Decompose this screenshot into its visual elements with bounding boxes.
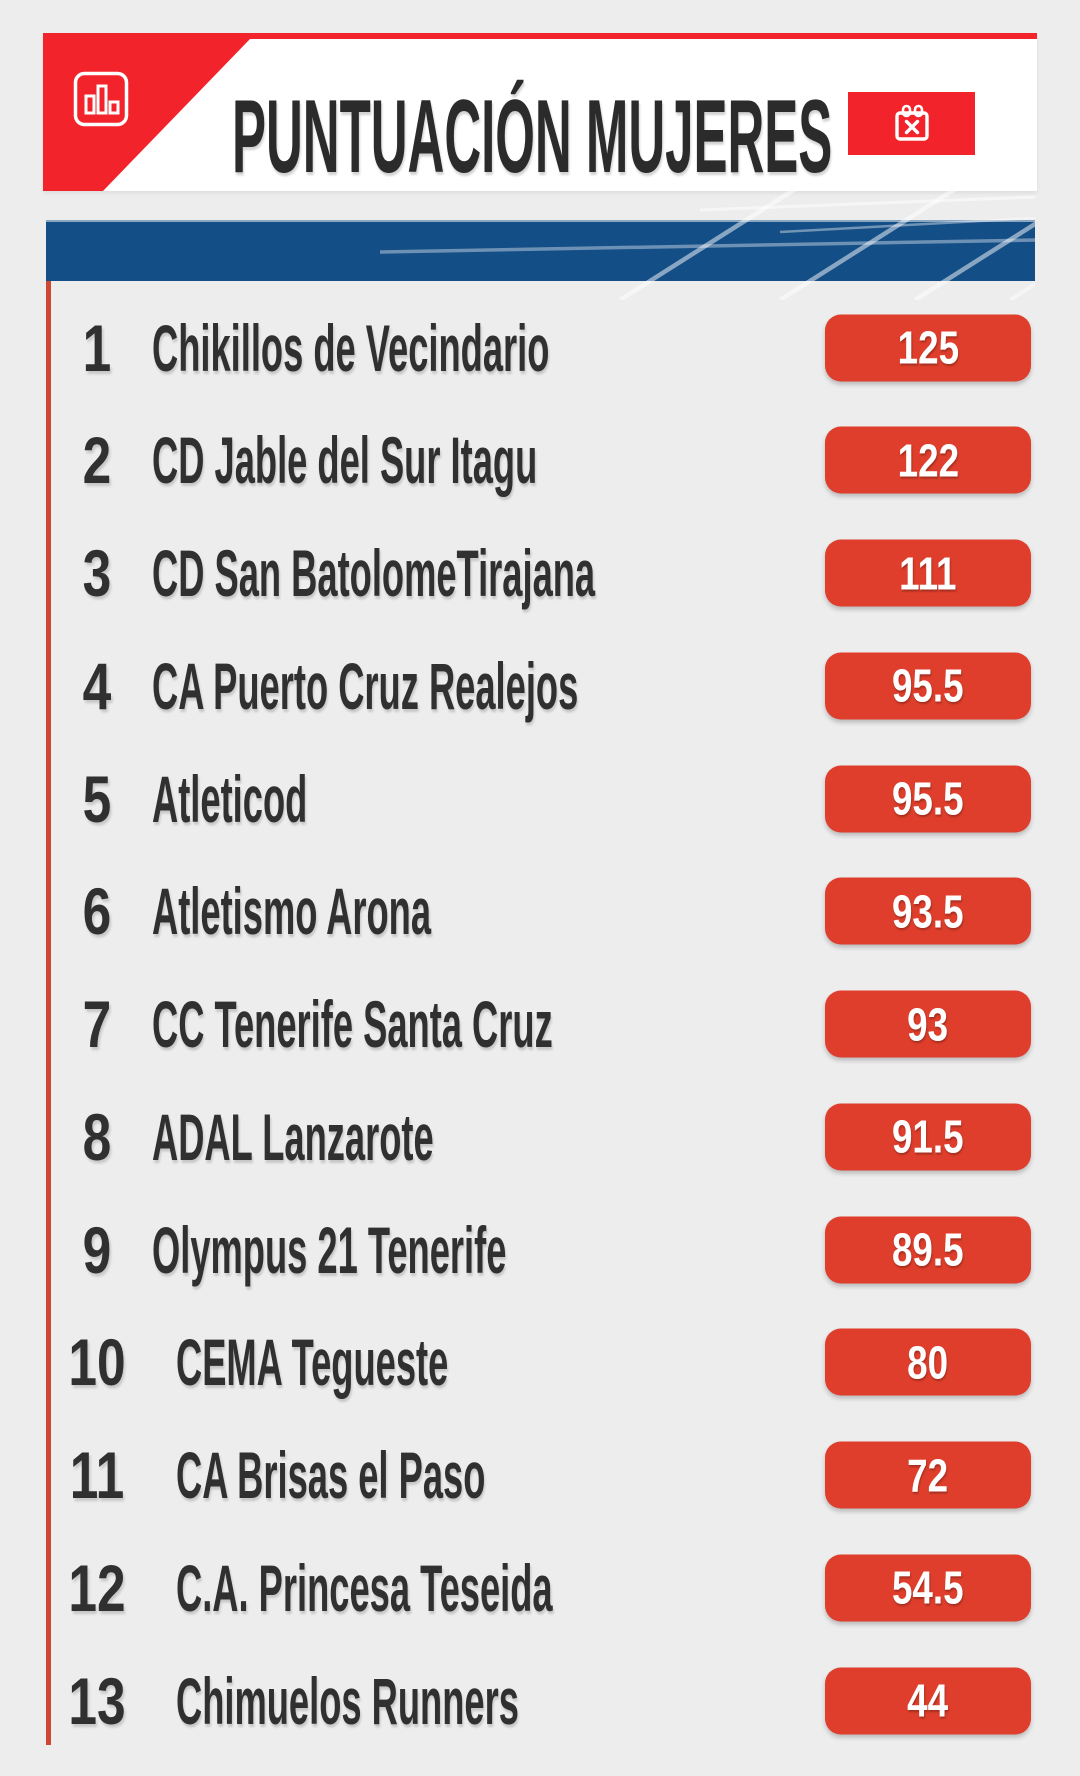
ranking-row: 12 C.A. Princesa Teseida 54.5 [0, 1531, 1080, 1644]
bar-chart-icon [73, 71, 129, 127]
score-badge: 111 [825, 539, 1031, 607]
score-value: 93.5 [892, 885, 964, 938]
ranking-row: 10 CEMA Tegueste 80 [0, 1306, 1080, 1419]
rank-number: 3 [82, 536, 112, 611]
ranking-row: 7 CC Tenerife Santa Cruz 93 [0, 968, 1080, 1081]
team-name: Atletismo Arona [152, 874, 432, 949]
score-value: 93 [907, 998, 949, 1051]
team-name: C.A. Princesa Teseida [176, 1550, 553, 1625]
rank-number: 13 [68, 1663, 126, 1738]
score-badge: 80 [825, 1328, 1031, 1396]
score-value: 80 [907, 1336, 949, 1389]
team-name: CD San BatolomeTirajana [152, 536, 596, 611]
team-name: CA Brisas el Paso [176, 1438, 486, 1513]
score-value: 125 [897, 321, 959, 374]
ranking-row: 1 Chikillos de Vecindario 125 [0, 291, 1080, 404]
team-name: CA Puerto Cruz Realejos [152, 648, 579, 723]
ranking-row: 6 Atletismo Arona 93.5 [0, 855, 1080, 968]
team-name: Chimuelos Runners [176, 1663, 519, 1738]
rank-number: 4 [82, 648, 112, 723]
team-name: CEMA Tegueste [176, 1325, 449, 1400]
rank-number: 11 [69, 1438, 125, 1513]
score-value: 44 [907, 1674, 949, 1727]
team-name: Chikillos de Vecindario [152, 310, 550, 385]
calendar-badge [848, 92, 975, 155]
score-value: 122 [897, 434, 959, 487]
score-value: 95.5 [892, 659, 964, 712]
score-badge: 93.5 [825, 877, 1031, 945]
rank-number: 6 [82, 874, 112, 949]
team-name: Olympus 21 Tenerife [152, 1212, 507, 1287]
score-value: 72 [907, 1449, 949, 1502]
header-card: PUNTUACIÓN MUJERES [43, 33, 1037, 191]
score-badge: 54.5 [825, 1554, 1031, 1622]
score-badge: 122 [825, 426, 1031, 494]
ranking-row: 9 Olympus 21 Tenerife 89.5 [0, 1193, 1080, 1306]
score-badge: 93 [825, 990, 1031, 1058]
score-badge: 125 [825, 314, 1031, 381]
rank-number: 9 [82, 1212, 112, 1287]
rank-number: 1 [82, 310, 112, 385]
ranking-row: 3 CD San BatolomeTirajana 111 [0, 517, 1080, 630]
rank-number: 2 [82, 423, 112, 498]
score-value: 89.5 [892, 1223, 964, 1276]
page-title: PUNTUACIÓN MUJERES [232, 79, 833, 195]
score-badge: 89.5 [825, 1216, 1031, 1284]
team-name: ADAL Lanzarote [152, 1099, 434, 1174]
score-value: 95.5 [892, 772, 964, 825]
score-badge: 95.5 [825, 652, 1031, 720]
rank-number: 7 [82, 987, 112, 1062]
score-value: 91.5 [892, 1110, 964, 1163]
left-accent-line [46, 281, 51, 1745]
score-badge: 44 [825, 1667, 1031, 1735]
calendar-x-icon [894, 104, 929, 141]
ranking-row: 13 Chimuelos Runners 44 [0, 1644, 1080, 1757]
score-value: 54.5 [892, 1561, 964, 1614]
rank-number: 10 [68, 1325, 126, 1400]
ranking-row: 5 Atleticod 95.5 [0, 742, 1080, 855]
rank-number: 8 [82, 1099, 112, 1174]
rank-number: 12 [68, 1550, 126, 1625]
ranking-row: 4 CA Puerto Cruz Realejos 95.5 [0, 629, 1080, 742]
ranking-row: 8 ADAL Lanzarote 91.5 [0, 1080, 1080, 1193]
team-name: CC Tenerife Santa Cruz [152, 987, 553, 1062]
score-badge: 95.5 [825, 765, 1031, 833]
blue-divider-bar [46, 220, 1035, 281]
team-name: Atleticod [152, 761, 308, 836]
ranking-row: 2 CD Jable del Sur Itagu 122 [0, 404, 1080, 517]
team-name: CD Jable del Sur Itagu [152, 423, 538, 498]
ranking-row: 11 CA Brisas el Paso 72 [0, 1419, 1080, 1532]
rank-number: 5 [82, 761, 112, 836]
score-badge: 72 [825, 1441, 1031, 1509]
score-value: 111 [899, 547, 957, 600]
score-badge: 91.5 [825, 1103, 1031, 1171]
